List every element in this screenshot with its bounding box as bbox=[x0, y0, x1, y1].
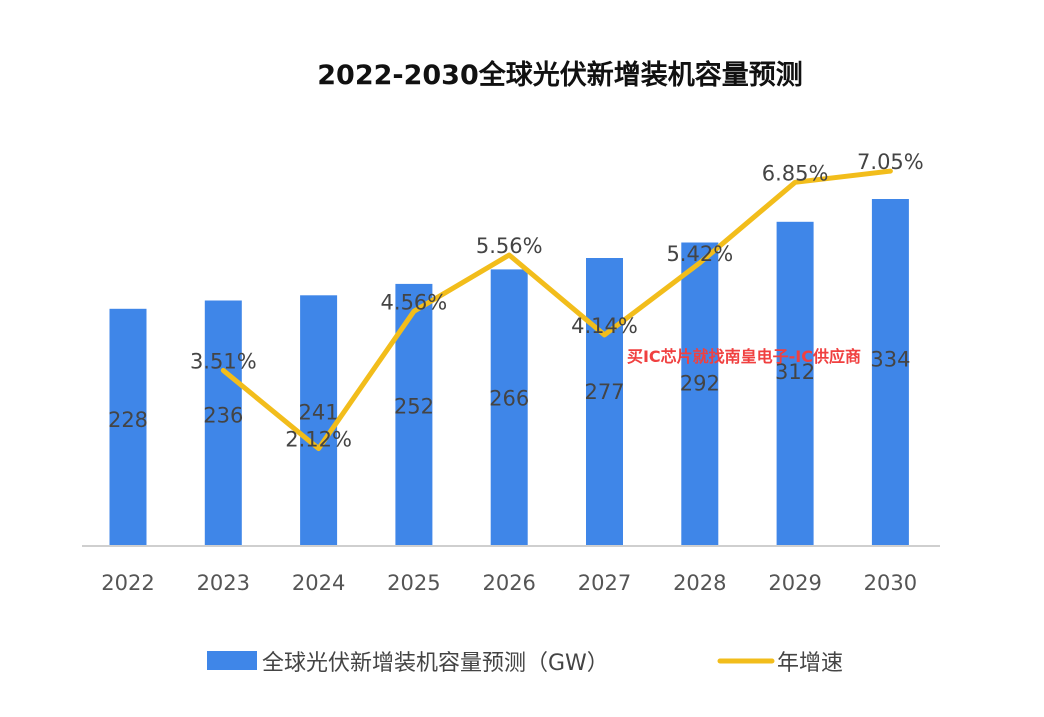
watermark-text: 买IC芯片就找南皇电子-IC供应商 bbox=[627, 347, 861, 366]
bar-2024 bbox=[300, 295, 338, 545]
rate-label-2026: 5.56% bbox=[476, 234, 543, 258]
chart-title: 2022-2030全球光伏新增装机容量预测 bbox=[317, 59, 803, 91]
x-tick-label-2027: 2027 bbox=[578, 571, 631, 595]
x-tick-label-2030: 2030 bbox=[864, 571, 917, 595]
growth-rate-labels: 3.51% 2.12% 4.56% 5.56% 4.14% 5.42% 6.85% 7.05% bbox=[190, 150, 924, 452]
legend-bar-label: 全球光伏新增装机容量预测（GW） bbox=[262, 651, 609, 676]
bar-2030 bbox=[871, 199, 909, 545]
bar-2023 bbox=[204, 300, 242, 545]
rate-label-2029: 6.85% bbox=[762, 161, 829, 185]
bar-2027 bbox=[586, 258, 623, 545]
x-tick-labels: 2022 2023 2024 2025 2026 2027 2028 2029 2030 bbox=[101, 571, 917, 595]
bar-value-label-2026: 266 bbox=[489, 386, 529, 410]
bar-value-label-2027: 277 bbox=[584, 380, 624, 404]
x-tick-label-2022: 2022 bbox=[101, 571, 154, 595]
rate-label-2028: 5.42% bbox=[666, 242, 733, 266]
bar-2029 bbox=[776, 221, 814, 546]
x-tick-label-2025: 2025 bbox=[387, 571, 440, 595]
legend-line-label: 年增速 bbox=[777, 651, 843, 676]
bar-value-label-2025: 252 bbox=[394, 394, 434, 418]
bars-layer bbox=[109, 199, 909, 546]
x-tick-label-2024: 2024 bbox=[292, 571, 345, 595]
legend: 全球光伏新增装机容量预测（GW） 年增速 bbox=[207, 651, 843, 676]
x-tick-label-2026: 2026 bbox=[482, 571, 535, 595]
bar-value-label-2030: 334 bbox=[870, 348, 910, 372]
bar-value-label-2022: 228 bbox=[108, 408, 148, 432]
rate-label-2025: 4.56% bbox=[381, 290, 448, 314]
legend-bar-swatch bbox=[207, 651, 257, 670]
rate-label-2027: 4.14% bbox=[571, 314, 638, 338]
x-tick-label-2028: 2028 bbox=[673, 571, 726, 595]
rate-label-2023: 3.51% bbox=[190, 349, 257, 373]
bar-2022 bbox=[109, 308, 147, 545]
bar-value-label-2023: 236 bbox=[203, 404, 243, 428]
rate-label-2030: 7.05% bbox=[857, 150, 924, 174]
rate-label-2024: 2.12% bbox=[285, 428, 352, 452]
bar-value-label-2028: 292 bbox=[680, 372, 720, 396]
bar-value-label-2029: 312 bbox=[775, 360, 815, 384]
growth-rate-line bbox=[220, 168, 893, 452]
x-tick-label-2023: 2023 bbox=[197, 571, 250, 595]
bar-2026 bbox=[490, 269, 528, 545]
bar-value-label-2024: 241 bbox=[299, 401, 339, 425]
bar-2028 bbox=[681, 242, 719, 545]
bar-value-labels: 228 236 241 252 266 277 292 312 334 bbox=[108, 348, 910, 432]
x-tick-label-2029: 2029 bbox=[768, 571, 821, 595]
